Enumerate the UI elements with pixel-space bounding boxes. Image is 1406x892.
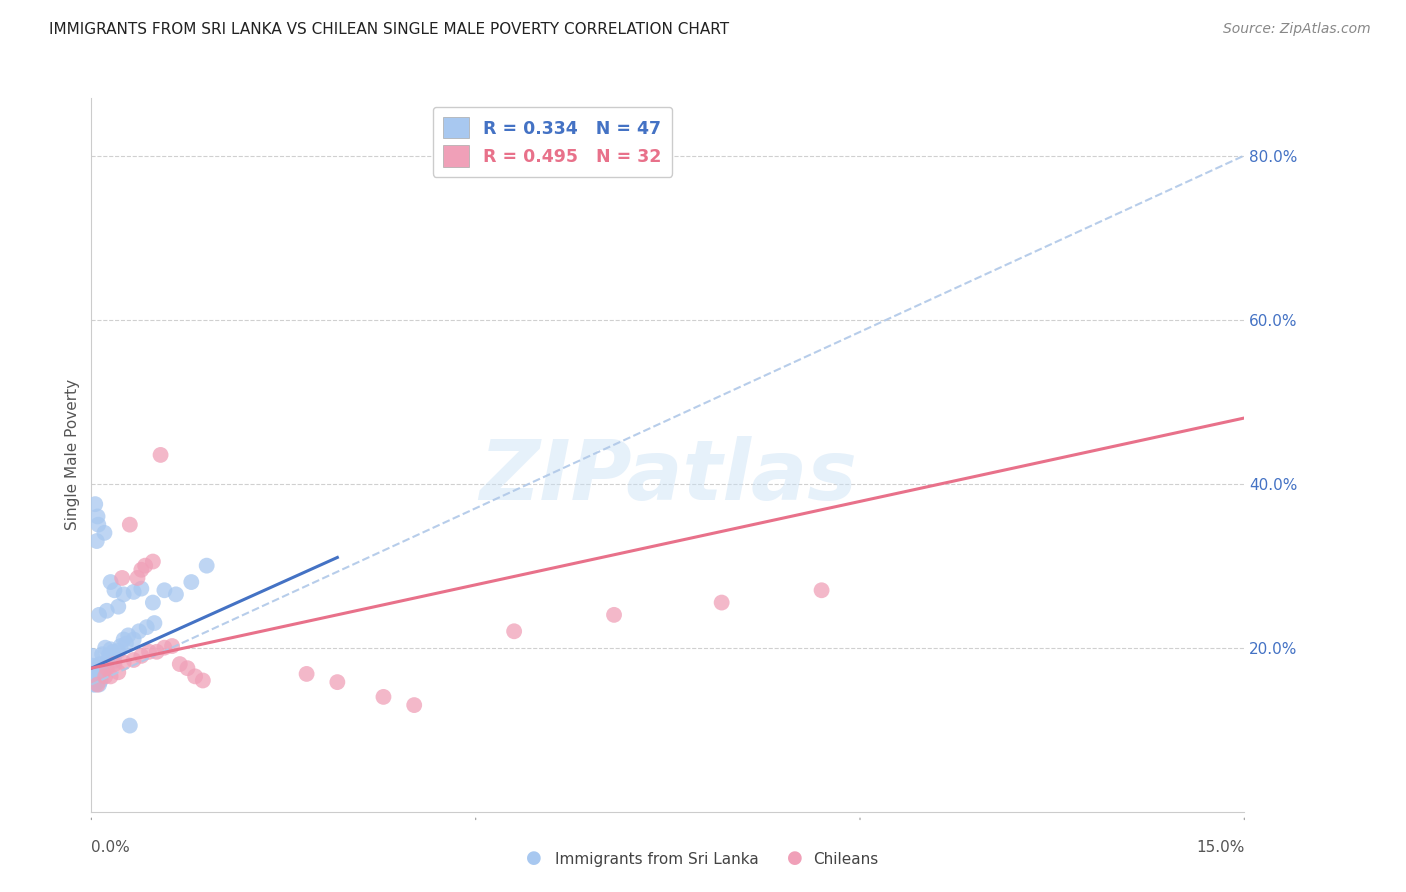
Point xyxy=(195,558,218,573)
Point xyxy=(191,673,214,688)
Point xyxy=(128,624,150,639)
Point xyxy=(86,669,108,683)
Point xyxy=(94,640,117,655)
Point xyxy=(153,583,176,598)
Text: Source: ZipAtlas.com: Source: ZipAtlas.com xyxy=(1223,22,1371,37)
Point xyxy=(110,639,132,653)
Point xyxy=(87,607,110,622)
Point xyxy=(142,596,165,610)
Point xyxy=(127,571,149,585)
Text: IMMIGRANTS FROM SRI LANKA VS CHILEAN SINGLE MALE POVERTY CORRELATION CHART: IMMIGRANTS FROM SRI LANKA VS CHILEAN SIN… xyxy=(49,22,730,37)
Point xyxy=(145,645,167,659)
Point xyxy=(91,647,114,661)
Text: ZIPatlas: ZIPatlas xyxy=(479,436,856,516)
Point xyxy=(90,673,112,688)
Point xyxy=(135,620,157,634)
Point xyxy=(373,690,395,704)
Point xyxy=(326,675,349,690)
Point xyxy=(165,587,187,601)
Point xyxy=(107,599,129,614)
Point xyxy=(97,648,120,663)
Point xyxy=(295,667,318,681)
Point xyxy=(82,648,104,663)
Point xyxy=(83,677,105,691)
Point xyxy=(103,657,125,671)
Point xyxy=(101,645,124,659)
Point xyxy=(86,509,108,524)
Point xyxy=(86,534,108,549)
Point xyxy=(503,624,526,639)
Point xyxy=(184,669,207,683)
Point xyxy=(160,639,183,653)
Point xyxy=(149,448,172,462)
Point xyxy=(112,632,135,647)
Text: Chileans: Chileans xyxy=(813,852,877,867)
Point xyxy=(603,607,626,622)
Text: ●: ● xyxy=(786,849,803,867)
Point xyxy=(810,583,832,598)
Point xyxy=(118,718,141,732)
Point xyxy=(111,571,134,585)
Point xyxy=(138,645,160,659)
Point xyxy=(112,656,135,670)
Point xyxy=(115,636,138,650)
Point xyxy=(103,583,125,598)
Point xyxy=(107,644,129,658)
Point xyxy=(82,658,104,673)
Point xyxy=(89,657,111,671)
Y-axis label: Single Male Poverty: Single Male Poverty xyxy=(65,379,80,531)
Text: 15.0%: 15.0% xyxy=(1197,840,1244,855)
Text: Immigrants from Sri Lanka: Immigrants from Sri Lanka xyxy=(555,852,759,867)
Point xyxy=(143,616,166,631)
Point xyxy=(93,525,115,540)
Point xyxy=(710,596,733,610)
Point xyxy=(122,585,145,599)
Point xyxy=(131,648,153,663)
Point xyxy=(94,669,117,683)
Point xyxy=(84,497,107,511)
Legend: R = 0.334   N = 47, R = 0.495   N = 32: R = 0.334 N = 47, R = 0.495 N = 32 xyxy=(433,107,672,177)
Point xyxy=(134,558,156,573)
Point xyxy=(84,677,107,691)
Point xyxy=(83,672,105,686)
Point xyxy=(131,563,153,577)
Point xyxy=(169,657,191,671)
Point xyxy=(107,665,129,680)
Point xyxy=(96,661,118,675)
Point xyxy=(86,677,108,691)
Point xyxy=(142,555,165,569)
Point xyxy=(404,698,426,712)
Point xyxy=(100,642,122,657)
Text: 0.0%: 0.0% xyxy=(91,840,131,855)
Point xyxy=(112,587,135,601)
Point xyxy=(122,632,145,647)
Point xyxy=(100,669,122,683)
Point xyxy=(131,582,153,596)
Point xyxy=(100,575,122,590)
Point xyxy=(87,517,110,532)
Point xyxy=(180,575,202,590)
Point xyxy=(117,628,139,642)
Point xyxy=(96,655,118,669)
Point xyxy=(103,654,125,668)
Point xyxy=(84,667,107,681)
Point xyxy=(87,661,110,675)
Point xyxy=(122,653,145,667)
Point xyxy=(176,661,198,675)
Point xyxy=(118,517,141,532)
Point xyxy=(91,665,114,680)
Point xyxy=(96,604,118,618)
Point xyxy=(87,677,110,691)
Text: ●: ● xyxy=(526,849,543,867)
Point xyxy=(153,640,176,655)
